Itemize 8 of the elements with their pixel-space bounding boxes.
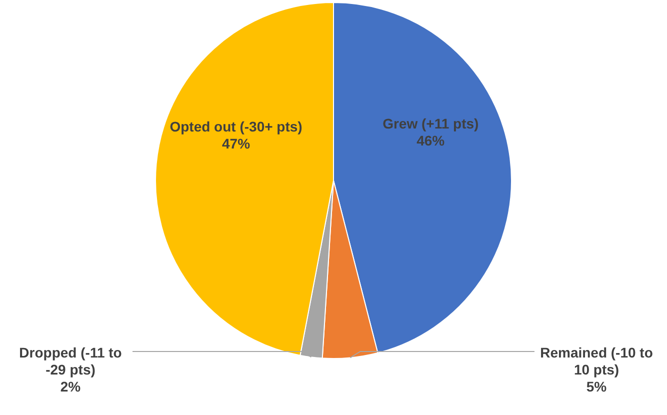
slice-label: Grew (+11 pts) bbox=[382, 116, 479, 132]
slice-label: Dropped (-11 to -29 pts) bbox=[19, 344, 122, 378]
data-label: 47% bbox=[222, 136, 251, 152]
data-label: 5% bbox=[586, 378, 608, 394]
slice-label: Opted out (-30+ pts) bbox=[170, 118, 302, 135]
data-label: 2% bbox=[60, 378, 82, 394]
slice-label: Remained (-10 to 10 pts) bbox=[540, 344, 653, 378]
data-label: 46% bbox=[416, 132, 446, 149]
